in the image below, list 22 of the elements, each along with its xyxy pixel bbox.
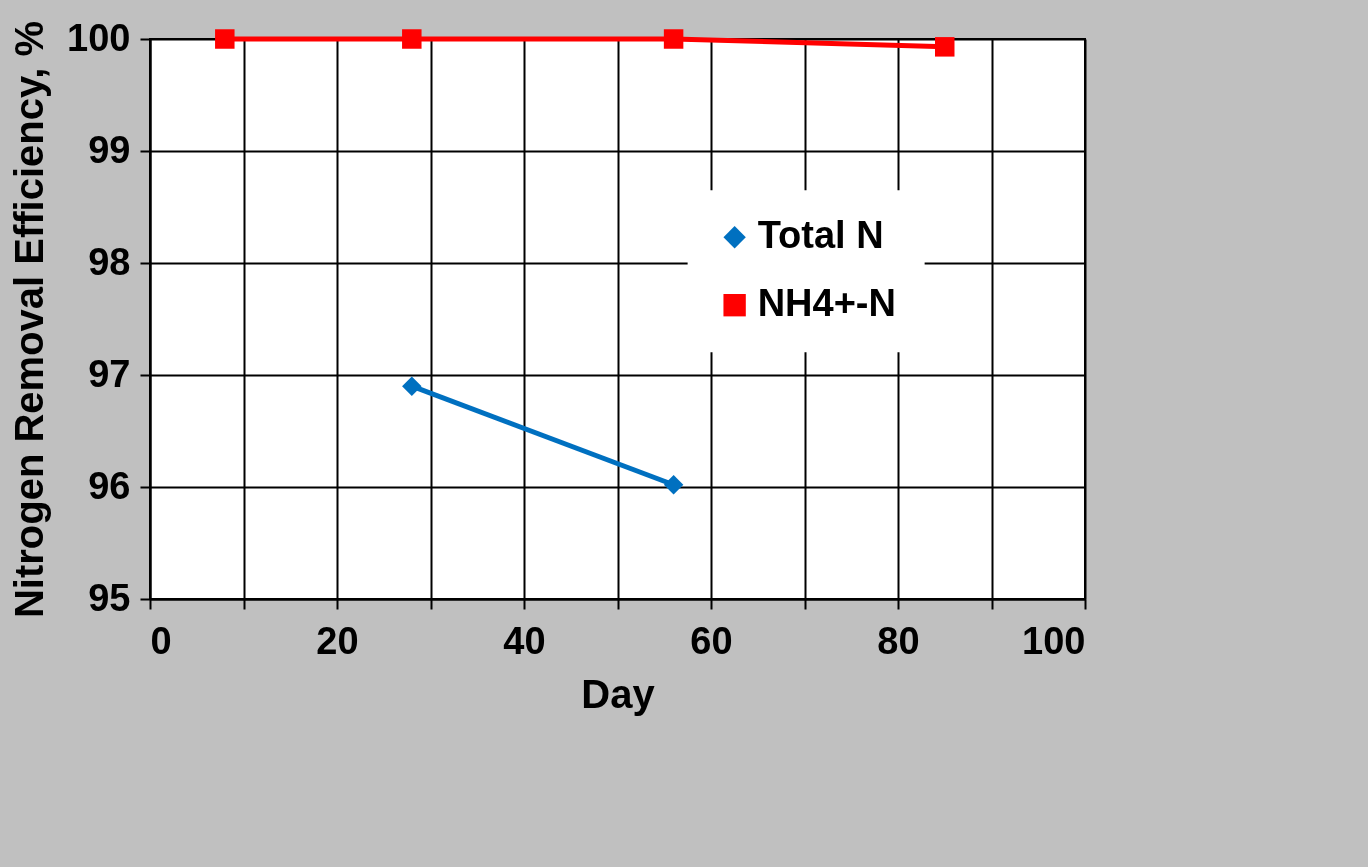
point [663, 29, 684, 49]
y-tick-label: 96 [88, 464, 131, 507]
x-axis-title: Day [581, 671, 656, 716]
y-tick-label: 97 [88, 352, 131, 395]
point [402, 376, 422, 396]
x-tick-label: 80 [877, 619, 920, 662]
x-tick-label: 20 [316, 619, 359, 662]
point [663, 475, 684, 495]
point [215, 29, 235, 49]
point [402, 29, 422, 49]
x-tick-label: 0 [150, 619, 172, 662]
legend-label: Total N [757, 214, 884, 257]
y-tick-label: 98 [88, 240, 131, 283]
point [935, 37, 955, 57]
y-tick-label: 95 [88, 576, 131, 619]
x-tick-label: 60 [690, 619, 733, 662]
legend-label: NH4+-N [757, 282, 896, 325]
y-tick-label: 99 [88, 128, 131, 171]
y-tick-label: 100 [67, 16, 131, 59]
x-tick-label: 40 [503, 619, 546, 662]
x-tick-label: 100 [1022, 619, 1086, 662]
y-axis-title: Nitrogen Removal Efficiency, % [7, 20, 52, 619]
